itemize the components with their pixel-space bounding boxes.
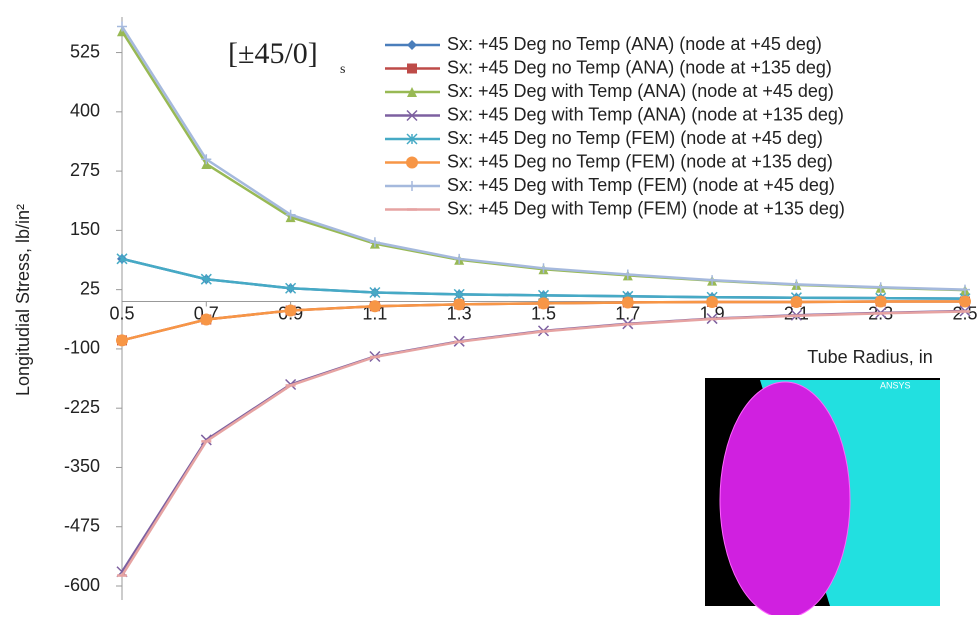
y-tick-label: -100 (64, 338, 100, 358)
annotation: [±45/0] (228, 37, 318, 70)
annotation-subscript: s (340, 62, 345, 77)
marker (453, 298, 465, 310)
inset-image: ANSYS (705, 378, 940, 615)
legend: Sx: +45 Deg no Temp (ANA) (node at +45 d… (385, 34, 845, 219)
marker (875, 296, 887, 308)
marker (790, 296, 802, 308)
legend-label: Sx: +45 Deg no Temp (FEM) (node at +135 … (447, 151, 833, 171)
marker (285, 305, 297, 317)
marker (369, 300, 381, 312)
y-tick-label: 275 (70, 160, 100, 180)
y-tick-label: 25 (80, 278, 100, 298)
inset-logo: ANSYS (880, 380, 911, 390)
legend-marker (407, 64, 417, 74)
legend-label: Sx: +45 Deg with Temp (FEM) (node at +13… (447, 198, 845, 218)
marker (959, 296, 971, 308)
y-axis-title: Longitudial Stress, lb/in² (13, 204, 33, 396)
legend-label: Sx: +45 Deg with Temp (ANA) (node at +13… (447, 104, 844, 124)
legend-label: Sx: +45 Deg no Temp (ANA) (node at +45 d… (447, 34, 822, 54)
marker (538, 297, 550, 309)
legend-label: Sx: +45 Deg with Temp (FEM) (node at +45… (447, 175, 835, 195)
y-tick-label: -475 (64, 515, 100, 535)
legend-label: Sx: +45 Deg no Temp (ANA) (node at +135 … (447, 57, 832, 77)
y-tick-label: -600 (64, 575, 100, 595)
y-tick-label: 400 (70, 101, 100, 121)
legend-marker (407, 40, 417, 50)
marker (622, 296, 634, 308)
legend-label: Sx: +45 Deg with Temp (ANA) (node at +45… (447, 81, 834, 101)
x-axis-title: Tube Radius, in (807, 347, 932, 367)
y-tick-label: -225 (64, 397, 100, 417)
y-tick-label: 525 (70, 41, 100, 61)
marker (706, 296, 718, 308)
x-tick-label: 0.5 (109, 303, 134, 323)
legend-label: Sx: +45 Deg no Temp (FEM) (node at +45 d… (447, 128, 823, 148)
y-tick-label: 150 (70, 219, 100, 239)
marker (200, 314, 212, 326)
legend-marker (406, 157, 418, 169)
chart: Longitudial Stress, lb/in² Tube Radius, … (0, 0, 980, 615)
series (117, 254, 970, 304)
legend-marker (407, 181, 417, 191)
y-tick-label: -350 (64, 456, 100, 476)
inset-end (720, 382, 850, 615)
marker (116, 334, 128, 346)
